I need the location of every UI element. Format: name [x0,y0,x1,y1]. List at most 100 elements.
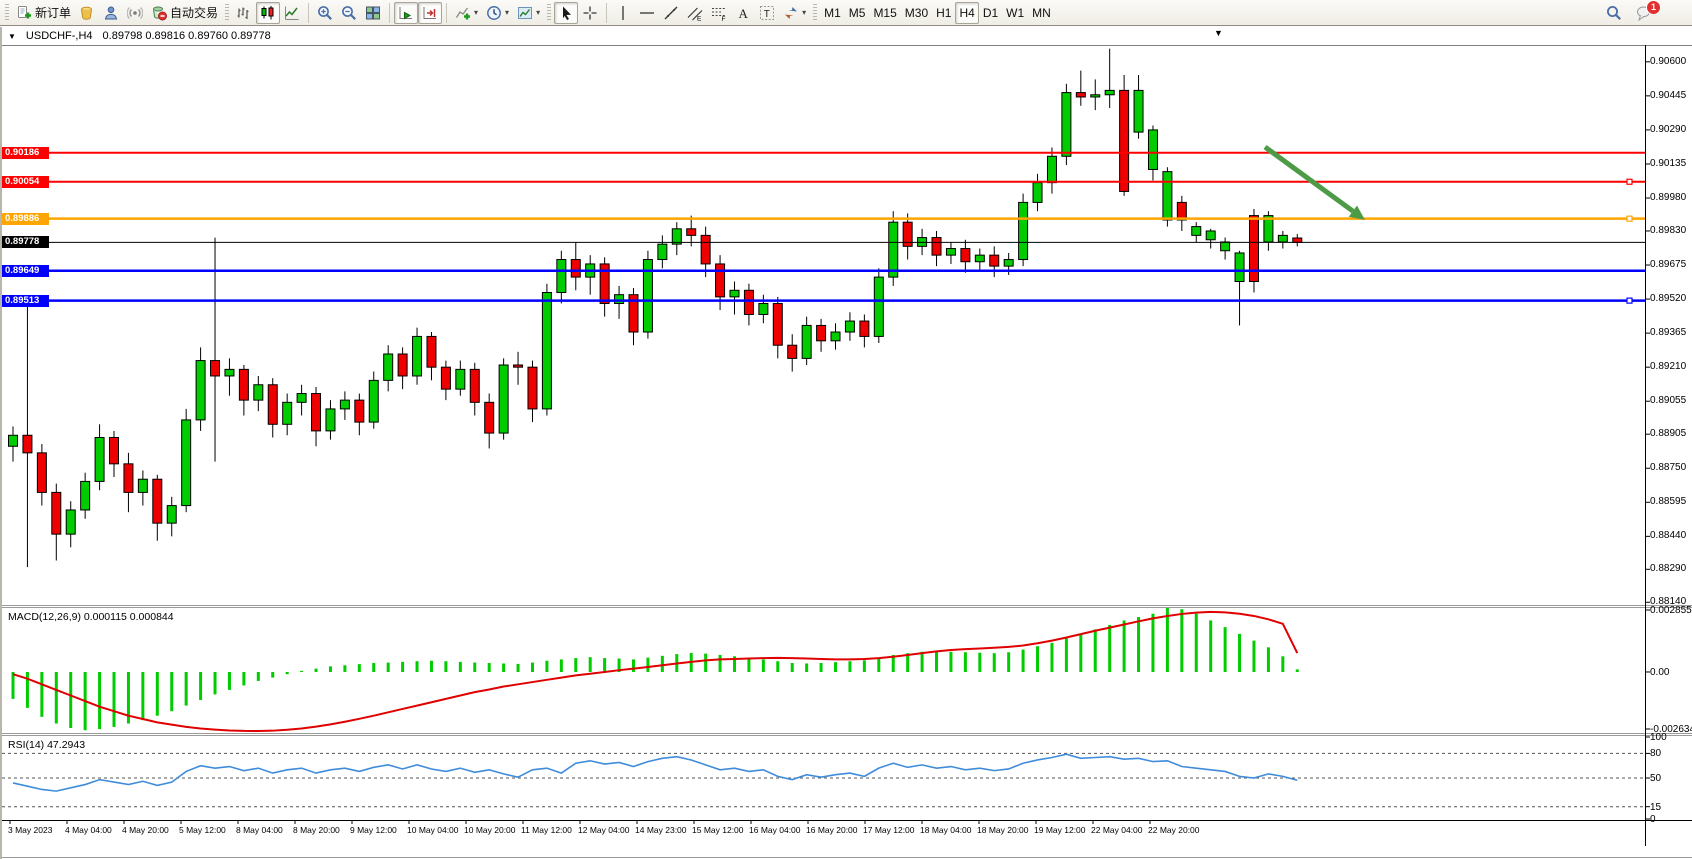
hline-price-tag[interactable]: 0.89649 [2,264,49,277]
tf-mn-label: MN [1032,5,1051,20]
chart-window[interactable]: ▼ USDCHF-,H4 0.89798 0.89816 0.89760 0.8… [0,27,1692,859]
vline-icon [615,5,631,21]
time-label: 10 May 04:00 [407,825,459,835]
indicators-icon [455,5,471,21]
autotrading-button[interactable]: 自动交易 [147,2,222,24]
indicators-button[interactable]: ▾ [451,2,482,24]
price-tick: 0.90600 [1650,55,1687,67]
tf-m30-label: M30 [904,5,929,20]
chevron-down-icon[interactable]: ▾ [536,8,541,17]
chevron-down-icon[interactable]: ▾ [802,8,807,17]
bucket-icon [79,5,95,21]
styles-button[interactable] [75,2,99,24]
hline-icon [639,5,655,21]
chart-title-bar: ▼ USDCHF-,H4 0.89798 0.89816 0.89760 0.8… [2,27,1692,45]
notifications-button[interactable]: 1 [1632,0,1661,24]
templates-button[interactable]: ▾ [513,2,544,24]
new-order-button[interactable]: 新订单 [12,2,75,24]
tf-mn-button[interactable]: MN [1028,2,1055,24]
profile-button[interactable] [99,2,123,24]
rsi-tick: 80 [1650,748,1662,760]
price-chart[interactable] [2,27,1692,859]
tf-m15-label: M15 [873,5,897,20]
time-label: 9 May 12:00 [350,825,397,835]
magnifier-icon [1606,5,1622,21]
hline-price-tag[interactable]: 0.89513 [2,294,49,307]
bar-chart-button[interactable] [232,2,256,24]
chevron-down-icon[interactable]: ▾ [474,8,479,17]
tf-h1-label: H1 [936,5,952,20]
zoom-in-button[interactable] [313,2,337,24]
tf-d1-button[interactable]: D1 [979,2,1002,24]
toolbar-separator [606,2,608,23]
price-tick: 0.90290 [1650,123,1687,135]
price-tick: 0.90135 [1650,157,1687,169]
tf-m30-button[interactable]: M30 [901,2,932,24]
fibonacci-button[interactable]: F [707,2,731,24]
tf-w1-button[interactable]: W1 [1002,2,1028,24]
toolbar-grip[interactable] [5,3,9,22]
cursor-button[interactable] [554,1,579,24]
toolbar-separator [308,2,310,23]
equidistant-channel-button[interactable]: E [683,2,707,24]
cursor-icon [558,5,574,21]
toolbar-grip[interactable] [813,3,818,22]
tf-m5-button[interactable]: M5 [845,2,870,24]
collapse-icon[interactable]: ▼ [8,31,16,41]
price-tick: 0.89365 [1650,327,1687,339]
trend-arrow-annotation[interactable] [1263,144,1355,214]
toolbar-grip[interactable] [225,3,230,22]
price-tick: 0.88750 [1650,462,1687,474]
time-label: 10 May 20:00 [464,825,516,835]
candle-chart-button[interactable] [256,1,281,24]
tf-h4-button[interactable]: H4 [955,1,979,24]
rsi-tick: 0 [1650,814,1656,825]
tiles-icon [365,5,381,21]
search-button[interactable] [1602,2,1626,24]
tf-m5-label: M5 [848,5,866,20]
tf-m15-button[interactable]: M15 [869,2,900,24]
notification-badge: 1 [1646,0,1661,15]
arrows-icon [783,5,799,21]
text-label-button[interactable]: T [755,2,779,24]
auto-scroll-button[interactable] [394,1,419,24]
signals-button[interactable] [123,2,147,24]
price-tick: 0.88595 [1650,496,1687,508]
zoom-out-button[interactable] [337,2,361,24]
hline-price-tag[interactable]: 0.89886 [2,212,49,225]
chart-shift-button[interactable] [418,1,443,24]
crosshair-button[interactable] [578,2,602,24]
bid-price-tag[interactable]: 0.89778 [2,236,49,249]
price-tick: 0.89210 [1650,361,1687,373]
toolbar-grip[interactable] [547,3,552,22]
horizontal-line-button[interactable] [635,2,659,24]
chart-symbol: USDCHF-,H4 [25,30,93,42]
price-tick: 0.88440 [1650,530,1687,542]
autotrading-icon [151,5,168,21]
rsi-tick: 50 [1650,773,1662,784]
hline-price-tag[interactable]: 0.90186 [2,146,49,159]
price-tick: 0.90445 [1650,89,1687,101]
periods-button[interactable]: ▾ [482,2,513,24]
svg-text:E: E [697,15,702,21]
autoscroll-icon [398,5,414,21]
line-chart-button[interactable] [280,2,304,24]
tf-h1-button[interactable]: H1 [932,2,955,24]
price-tick: 0.89830 [1650,224,1687,236]
macd-label: MACD(12,26,9) 0.000115 0.000844 [8,611,174,623]
price-tick: 0.89675 [1650,259,1687,271]
hline-price-tag[interactable]: 0.90054 [2,175,49,188]
chevron-down-icon[interactable]: ▾ [505,8,510,17]
time-label: 8 May 04:00 [236,825,283,835]
candles-icon [260,5,276,21]
toolbar-right: 1 [1602,0,1661,26]
tile-windows-button[interactable] [361,2,385,24]
zoom-in-icon [317,5,333,21]
svg-text:T: T [764,9,770,20]
trendline-button[interactable] [659,2,683,24]
vertical-line-button[interactable] [611,2,635,24]
text-button[interactable]: A [731,2,755,24]
scroll-marker-icon: ▼ [1214,28,1223,38]
arrow-objects-button[interactable]: ▾ [779,2,810,24]
tf-m1-button[interactable]: M1 [820,2,845,24]
